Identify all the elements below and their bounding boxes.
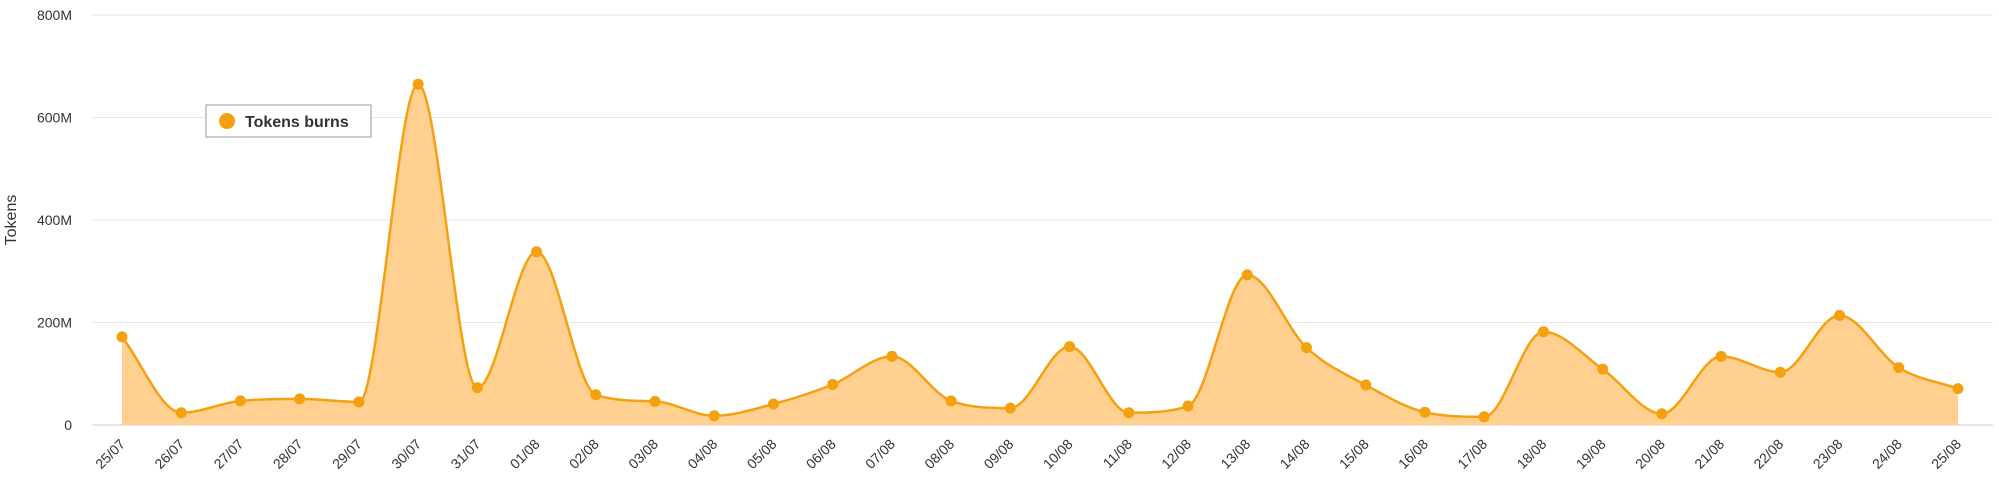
x-tick-label-24: 18/08 — [1513, 436, 1549, 472]
legend-label: Tokens burns — [245, 114, 349, 131]
data-point-16-08[interactable] — [1419, 406, 1431, 418]
x-tick-label-12: 06/08 — [803, 436, 839, 472]
x-tick-label-21: 15/08 — [1336, 436, 1372, 472]
x-tick-label-23: 17/08 — [1454, 436, 1490, 472]
data-point-17-08[interactable] — [1478, 411, 1490, 423]
x-tick-label-27: 21/08 — [1691, 436, 1727, 472]
x-tick-label-7: 01/08 — [507, 436, 543, 472]
x-tick-label-29: 23/08 — [1810, 436, 1846, 472]
x-tick-label-13: 07/08 — [862, 436, 898, 472]
x-tick-label-6: 31/07 — [447, 436, 483, 472]
data-point-25-08[interactable] — [1952, 383, 1964, 395]
data-point-12-08[interactable] — [1182, 400, 1194, 412]
x-tick-label-19: 13/08 — [1217, 436, 1253, 472]
x-tick-label-25: 19/08 — [1573, 436, 1609, 472]
x-tick-label-14: 08/08 — [921, 436, 957, 472]
data-point-20-08[interactable] — [1656, 408, 1668, 420]
data-point-22-08[interactable] — [1774, 366, 1786, 378]
data-point-18-08[interactable] — [1537, 326, 1549, 338]
x-tick-label-17: 11/08 — [1100, 436, 1136, 472]
y-tick-label-2: 400M — [37, 212, 72, 228]
legend[interactable]: Tokens burns — [205, 104, 372, 138]
data-point-08-08[interactable] — [945, 395, 957, 407]
data-point-02-08[interactable] — [590, 389, 602, 401]
data-point-30-07[interactable] — [412, 78, 424, 90]
data-point-06-08[interactable] — [827, 379, 839, 391]
x-tick-label-22: 16/08 — [1395, 436, 1431, 472]
data-point-27-07[interactable] — [234, 395, 246, 407]
data-point-01-08[interactable] — [531, 246, 543, 258]
data-point-24-08[interactable] — [1893, 362, 1905, 374]
x-tick-label-16: 10/08 — [1040, 436, 1076, 472]
data-point-25-07[interactable] — [116, 331, 128, 343]
x-tick-label-2: 27/07 — [210, 436, 246, 472]
x-tick-label-11: 05/08 — [744, 436, 780, 472]
x-tick-label-31: 25/08 — [1928, 436, 1964, 472]
y-tick-label-3: 600M — [37, 110, 72, 126]
data-point-11-08[interactable] — [1123, 407, 1135, 419]
data-point-26-07[interactable] — [175, 407, 187, 419]
data-point-28-07[interactable] — [294, 393, 306, 405]
x-tick-label-4: 29/07 — [329, 436, 365, 472]
data-point-15-08[interactable] — [1360, 379, 1372, 391]
x-tick-label-3: 28/07 — [270, 436, 306, 472]
data-point-21-08[interactable] — [1715, 350, 1727, 362]
y-tick-label-4: 800M — [37, 7, 72, 23]
series-area-fill — [122, 84, 1958, 425]
data-point-19-08[interactable] — [1597, 363, 1609, 375]
x-tick-label-10: 04/08 — [684, 436, 720, 472]
x-tick-label-18: 12/08 — [1158, 436, 1194, 472]
y-axis: 0 200M 400M 600M 800M — [37, 7, 72, 433]
x-tick-label-15: 09/08 — [980, 436, 1016, 472]
x-tick-label-1: 26/07 — [151, 436, 187, 472]
x-tick-label-20: 14/08 — [1277, 436, 1313, 472]
points-layer — [116, 78, 1964, 423]
x-axis: 25/07 26/07 27/07 28/07 29/07 30/07 31/07 01/08… — [92, 436, 1964, 472]
data-point-29-07[interactable] — [353, 396, 365, 408]
x-tick-label-9: 03/08 — [625, 436, 661, 472]
x-tick-label-8: 02/08 — [566, 436, 602, 472]
legend-swatch — [219, 113, 235, 129]
data-point-14-08[interactable] — [1301, 342, 1313, 354]
data-point-04-08[interactable] — [708, 410, 720, 422]
x-tick-label-28: 22/08 — [1750, 436, 1786, 472]
data-point-09-08[interactable] — [1004, 402, 1016, 414]
y-tick-label-0: 0 — [64, 417, 72, 433]
x-tick-label-26: 20/08 — [1632, 436, 1668, 472]
data-point-10-08[interactable] — [1064, 341, 1076, 353]
data-point-31-07[interactable] — [471, 382, 483, 394]
y-axis-label: Tokens — [3, 195, 20, 246]
data-point-07-08[interactable] — [886, 350, 898, 362]
area-layer — [121, 82, 1959, 425]
data-point-05-08[interactable] — [767, 398, 779, 410]
data-point-03-08[interactable] — [649, 395, 661, 407]
x-tick-label-0: 25/07 — [92, 436, 128, 472]
x-tick-label-30: 24/08 — [1869, 436, 1905, 472]
y-tick-label-1: 200M — [37, 315, 72, 331]
data-point-13-08[interactable] — [1241, 269, 1253, 281]
data-point-23-08[interactable] — [1834, 309, 1846, 321]
x-tick-label-5: 30/07 — [388, 436, 424, 472]
